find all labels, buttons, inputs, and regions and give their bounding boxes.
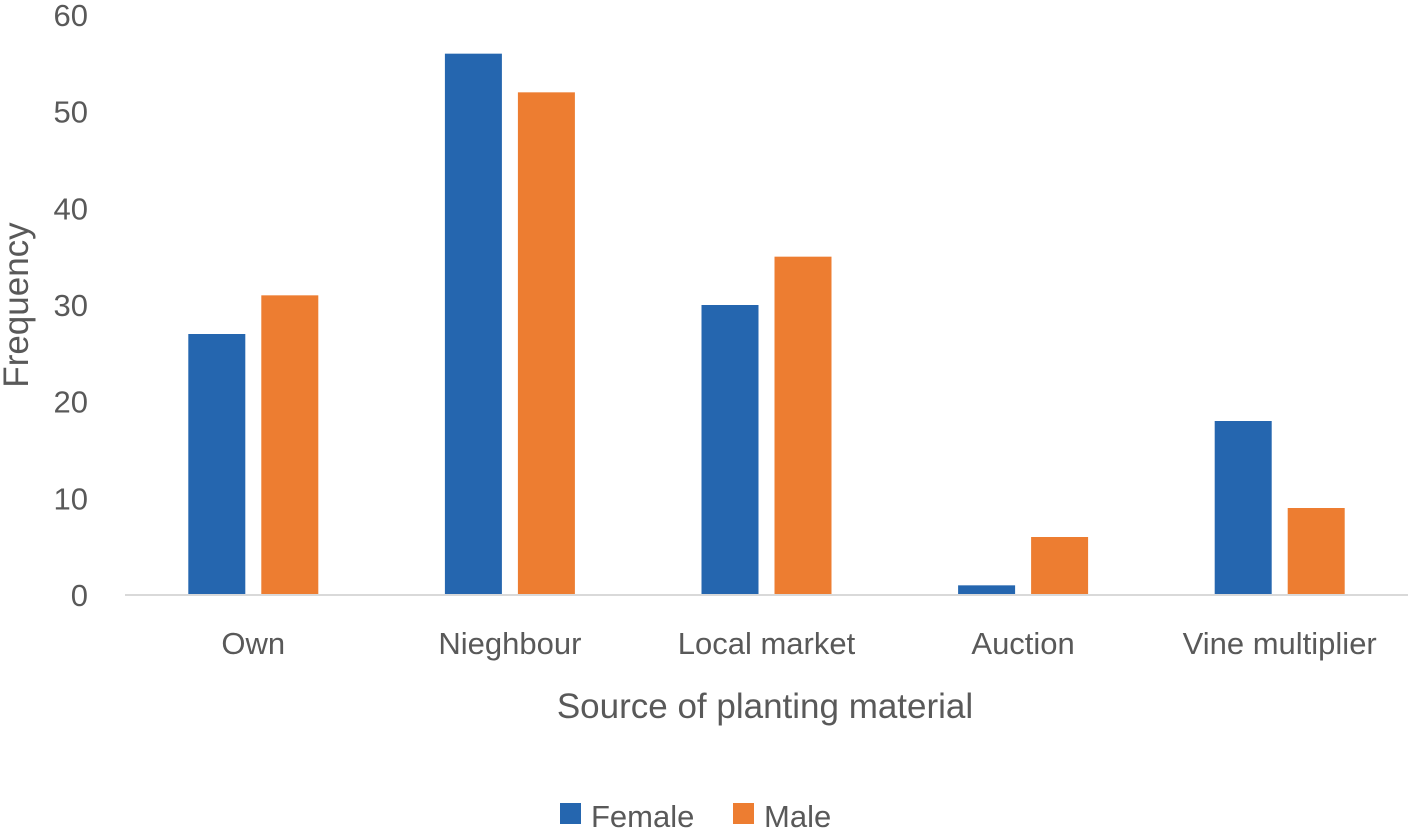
- legend: Female Male: [560, 799, 831, 829]
- bar-male-vine-multiplier: [1287, 508, 1345, 595]
- legend-label-female: Female: [591, 799, 694, 829]
- bar-male-own: [261, 295, 319, 595]
- legend-swatch-male: [733, 803, 754, 824]
- bar-female-nieghbour: [444, 53, 502, 595]
- y-tick-label: 10: [54, 481, 88, 516]
- legend-label-male: Male: [764, 799, 831, 829]
- x-tick-label: Local market: [678, 626, 856, 661]
- bar-male-auction: [1031, 537, 1089, 595]
- x-tick-label: Auction: [971, 626, 1074, 661]
- bar-female-vine-multiplier: [1214, 421, 1272, 595]
- x-tick-label: Vine multiplier: [1183, 626, 1377, 661]
- x-axis-ticks: Own Nieghbour Local market Auction Vine mult…: [221, 626, 1376, 661]
- bar-female-auction: [958, 585, 1016, 595]
- x-tick-label: Nieghbour: [438, 626, 581, 661]
- y-tick-label: 50: [54, 95, 88, 130]
- y-tick-label: 20: [54, 385, 88, 420]
- x-axis-title: Source of planting material: [557, 687, 973, 726]
- bar-female-local-market: [701, 305, 759, 595]
- bar-female-own: [188, 334, 246, 595]
- y-axis-title: Frequency: [0, 222, 36, 388]
- y-tick-label: 60: [54, 0, 88, 33]
- y-tick-label: 30: [54, 288, 88, 323]
- bar-male-nieghbour: [517, 92, 575, 595]
- bar-male-local-market: [774, 256, 832, 595]
- y-tick-label: 0: [71, 578, 88, 613]
- y-tick-label: 40: [54, 191, 88, 226]
- x-tick-label: Own: [221, 626, 285, 661]
- y-axis-ticks: 0 10 20 30 40 50 60: [54, 0, 88, 613]
- legend-swatch-female: [560, 803, 581, 824]
- bars: [188, 53, 1345, 595]
